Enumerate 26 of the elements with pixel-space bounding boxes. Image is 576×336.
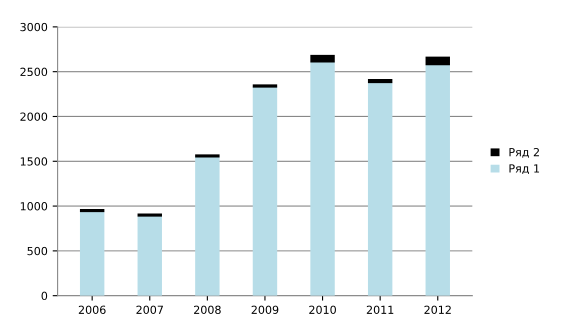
legend-label: Ряд 1 <box>509 164 540 174</box>
bar <box>426 56 450 66</box>
y-tick-label: 1000 <box>20 202 48 210</box>
x-tick-label: 2008 <box>194 306 221 314</box>
bar <box>368 82 392 296</box>
x-tick-label: 2007 <box>136 306 163 314</box>
bar <box>80 210 104 296</box>
y-tick-label: 500 <box>28 246 48 256</box>
x-tick-label: 2012 <box>424 306 451 314</box>
y-tick-label: 0 <box>42 292 48 300</box>
x-tick-label: 2010 <box>309 306 336 314</box>
legend-label: Ряд 2 <box>509 148 539 158</box>
x-tick-label: 2011 <box>366 306 394 314</box>
y-tick-label: 2500 <box>20 68 48 76</box>
bar <box>310 54 335 63</box>
y-tick-label: 3000 <box>20 22 48 32</box>
bar <box>195 156 220 296</box>
y-tick-label: 2000 <box>20 112 48 121</box>
x-tick-label: 2009 <box>252 306 278 314</box>
y-tick-label: 1500 <box>20 157 48 166</box>
bar <box>426 64 450 296</box>
bar <box>368 79 392 84</box>
bar <box>252 86 278 296</box>
bar <box>138 215 162 296</box>
x-tick-label: 2006 <box>78 306 106 314</box>
bar <box>310 61 335 296</box>
